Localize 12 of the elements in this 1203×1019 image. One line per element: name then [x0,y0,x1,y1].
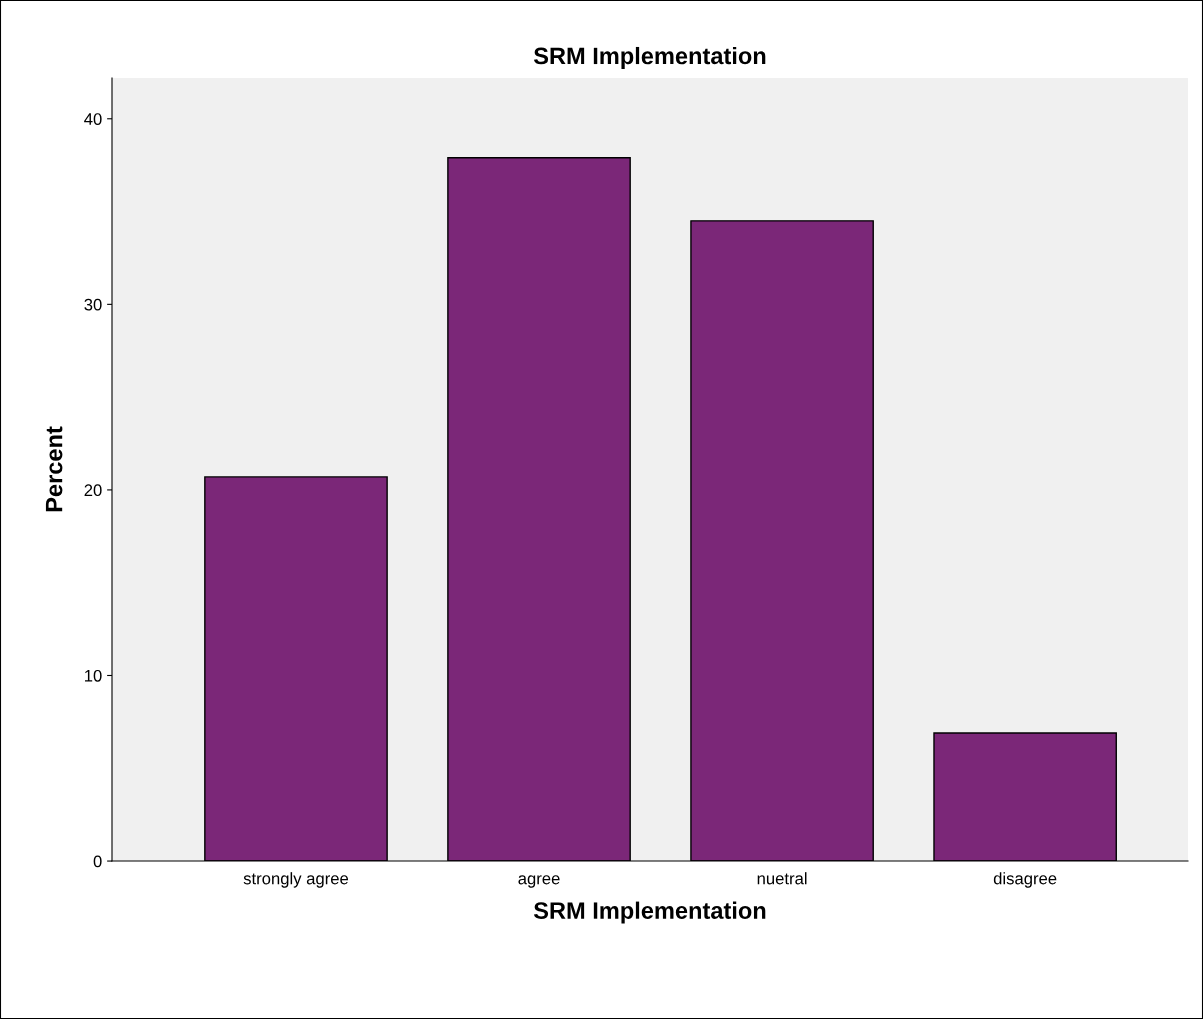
y-tick-label: 20 [84,484,102,497]
x-tick-label: nuetral [757,872,807,885]
y-tick-label: 40 [84,113,102,125]
x-tick-label: disagree [993,872,1057,888]
x-tick-label: agree [518,875,560,888]
y-tick-label: 10 [85,669,102,682]
x-tick-label: strongly agree [243,872,349,888]
y-axis-title: Percent [45,426,63,512]
y-tick-label: 30 [84,298,102,311]
chart-title: SRM Implementation [533,46,766,69]
y-tick-label: 0 [93,855,102,868]
x-axis-title: SRM Implementation [533,901,766,924]
